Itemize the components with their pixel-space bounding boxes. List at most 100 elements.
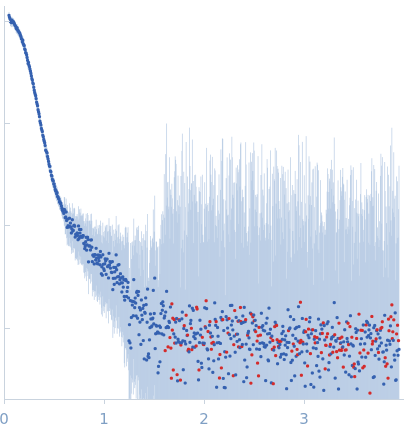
data-point: [289, 378, 293, 383]
negative-data-point: [217, 376, 222, 380]
x-tick-label-0: 0: [0, 410, 9, 428]
negative-data-point: [368, 391, 372, 395]
data-point: [226, 372, 231, 376]
data-point: [89, 238, 93, 242]
data-point: [155, 324, 159, 328]
data-point: [300, 316, 304, 321]
data-point: [133, 296, 137, 300]
data-point: [31, 82, 35, 86]
negative-data-point: [271, 382, 275, 386]
negative-data-point: [370, 342, 374, 346]
data-point: [175, 316, 179, 321]
data-point: [45, 151, 49, 155]
negative-data-point: [344, 348, 348, 352]
data-point: [110, 259, 114, 264]
negative-data-point: [308, 352, 313, 356]
data-point: [123, 298, 127, 302]
data-point: [294, 337, 298, 341]
data-point: [131, 314, 135, 318]
negative-data-point: [325, 335, 329, 339]
data-point: [99, 255, 103, 259]
data-point: [32, 85, 36, 89]
data-point: [101, 253, 105, 257]
negative-data-point: [370, 314, 374, 319]
data-point: [115, 281, 119, 285]
data-point: [343, 328, 347, 332]
data-point: [204, 326, 208, 330]
data-point: [156, 364, 161, 368]
data-point: [120, 281, 124, 285]
data-point: [334, 339, 338, 343]
negative-data-point: [169, 376, 173, 380]
data-point: [62, 211, 66, 216]
data-point: [130, 303, 134, 307]
data-point: [309, 382, 313, 387]
data-point: [347, 373, 351, 377]
data-point: [219, 315, 223, 320]
data-point: [141, 338, 145, 343]
data-point: [284, 334, 288, 338]
data-point: [377, 357, 381, 361]
negative-data-point: [197, 368, 201, 372]
data-point: [293, 374, 297, 378]
data-point: [265, 316, 269, 320]
negative-data-point: [360, 328, 364, 333]
data-point: [253, 318, 257, 322]
data-point: [373, 353, 377, 358]
data-point: [278, 355, 283, 359]
data-point: [382, 382, 386, 386]
data-point: [297, 324, 301, 329]
data-point: [349, 375, 353, 379]
negative-data-point: [362, 364, 366, 368]
negative-data-point: [290, 349, 294, 353]
data-point: [138, 308, 143, 312]
data-point: [49, 170, 53, 174]
data-point: [34, 94, 38, 98]
data-point: [233, 350, 237, 354]
data-point: [303, 384, 307, 388]
negative-data-point: [340, 335, 344, 339]
data-point: [267, 306, 271, 310]
data-point: [360, 355, 364, 359]
data-point: [318, 375, 322, 379]
data-point: [160, 308, 164, 312]
data-point: [107, 263, 112, 267]
data-point: [103, 262, 107, 266]
data-point: [312, 337, 316, 341]
data-point: [375, 347, 380, 351]
data-point: [268, 327, 273, 331]
data-point: [208, 331, 213, 335]
data-point: [288, 326, 292, 330]
data-point: [202, 341, 206, 345]
negative-data-point: [256, 374, 261, 378]
data-point: [264, 379, 268, 383]
data-point: [207, 323, 212, 327]
data-point: [243, 358, 247, 362]
negative-data-point: [352, 362, 356, 366]
data-point: [148, 312, 153, 316]
data-point: [140, 318, 144, 322]
data-point: [73, 224, 77, 228]
data-point: [151, 316, 155, 320]
data-point: [132, 278, 136, 282]
negative-data-point: [185, 333, 190, 337]
data-point: [387, 339, 392, 343]
data-point: [306, 333, 310, 337]
negative-data-point: [178, 378, 183, 382]
negative-data-point: [170, 328, 174, 332]
negative-data-point: [328, 342, 333, 346]
negative-data-point: [395, 323, 400, 327]
data-point: [102, 268, 106, 273]
data-point: [29, 74, 33, 78]
negative-data-point: [362, 348, 366, 352]
negative-data-point: [254, 330, 258, 334]
data-point: [333, 376, 337, 380]
negative-data-point: [383, 356, 387, 360]
negative-data-point: [348, 325, 352, 329]
data-point: [98, 263, 102, 267]
data-point: [268, 340, 272, 344]
data-point: [339, 341, 343, 345]
data-point: [210, 334, 214, 338]
data-point: [234, 373, 238, 377]
